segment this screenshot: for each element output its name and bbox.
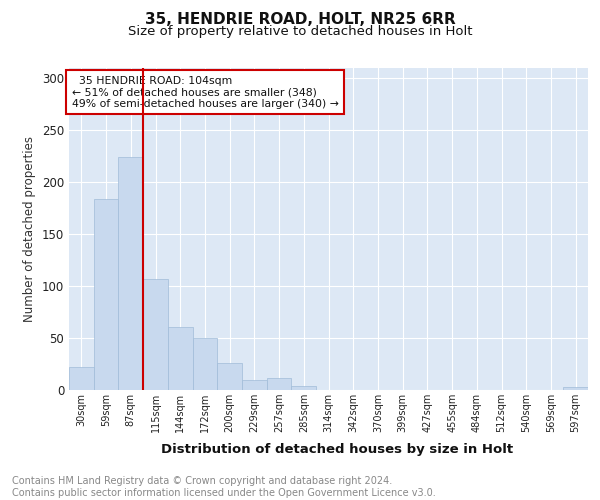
Bar (563, 387, 588, 390)
Bar (143, 278, 168, 390)
Bar (292, 386, 316, 390)
Text: 35 HENDRIE ROAD: 104sqm
← 51% of detached houses are smaller (348)
49% of semi-d: 35 HENDRIE ROAD: 104sqm ← 51% of detache… (71, 76, 338, 109)
Text: Size of property relative to detached houses in Holt: Size of property relative to detached ho… (128, 25, 472, 38)
Bar (118, 157, 143, 390)
Y-axis label: Number of detached properties: Number of detached properties (23, 136, 37, 322)
Bar (217, 363, 242, 390)
Bar (94, 198, 118, 390)
Bar (168, 326, 193, 390)
Bar (267, 378, 292, 390)
Text: Distribution of detached houses by size in Holt: Distribution of detached houses by size … (161, 442, 513, 456)
Bar (242, 380, 267, 390)
Bar (69, 367, 94, 390)
Text: Contains HM Land Registry data © Crown copyright and database right 2024.
Contai: Contains HM Land Registry data © Crown c… (12, 476, 436, 498)
Bar (193, 338, 217, 390)
Text: 35, HENDRIE ROAD, HOLT, NR25 6RR: 35, HENDRIE ROAD, HOLT, NR25 6RR (145, 12, 455, 28)
